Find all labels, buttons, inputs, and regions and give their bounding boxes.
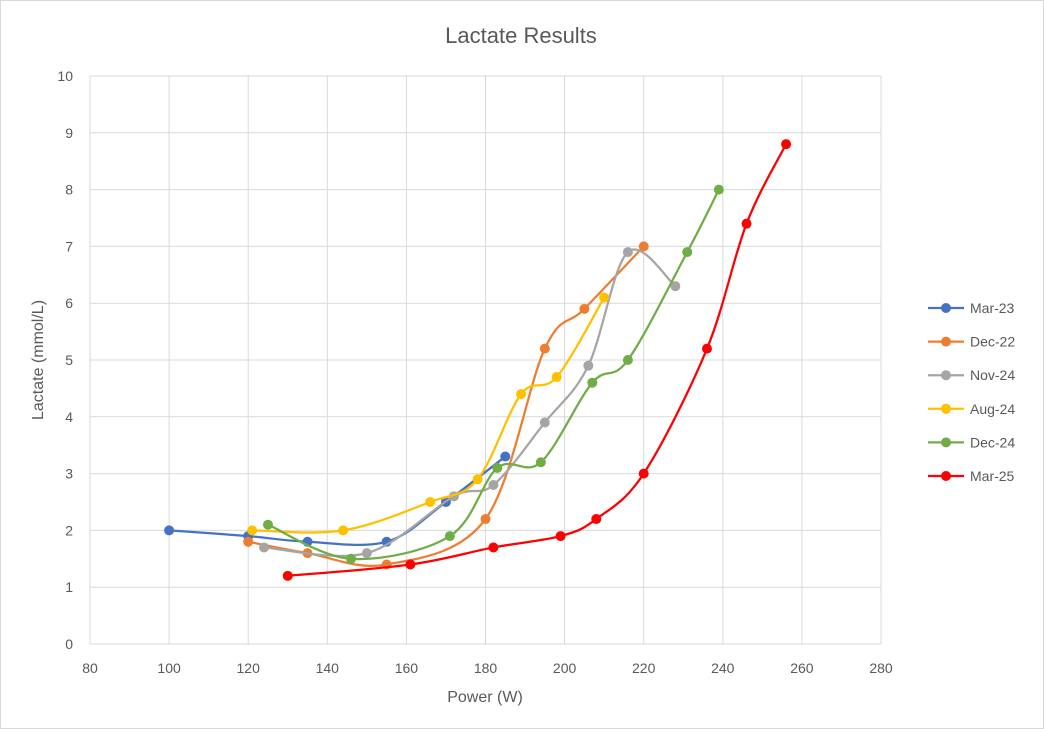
- series-dec-22: [243, 241, 649, 570]
- data-point-dec-22: [480, 514, 491, 525]
- data-point-aug-24: [338, 525, 349, 536]
- y-tick-label: 0: [65, 636, 73, 652]
- data-point-dec-24: [535, 457, 546, 468]
- legend-item-mar-23: Mar-23: [928, 300, 1015, 316]
- legend-item-dec-22: Dec-22: [928, 334, 1015, 350]
- x-tick-label: 180: [474, 660, 498, 676]
- legend-item-mar-25: Mar-25: [928, 468, 1015, 484]
- series-mar-23: [164, 451, 511, 547]
- series-line-nov-24: [262, 248, 677, 558]
- data-point-dec-22: [243, 536, 254, 547]
- x-tick-label: 120: [237, 660, 261, 676]
- legend: Mar-23 Dec-22 Nov-24 Aug-24 Dec-24 Mar-25: [928, 300, 1015, 484]
- legend-marker-mar-23: [941, 303, 951, 313]
- data-point-mar-23: [500, 451, 511, 462]
- y-tick-label: 3: [65, 466, 73, 482]
- legend-item-nov-24: Nov-24: [928, 367, 1015, 383]
- x-tick-label: 200: [553, 660, 577, 676]
- data-point-mar-25: [781, 139, 792, 150]
- legend-marker-dec-24: [941, 437, 951, 448]
- legend-marker-mar-25: [941, 471, 951, 481]
- data-point-nov-24: [670, 281, 681, 292]
- legend-label-nov-24: Nov-24: [970, 367, 1015, 383]
- x-tick-label: 100: [157, 660, 181, 676]
- legend-label-dec-22: Dec-22: [970, 334, 1015, 350]
- data-point-dec-24: [262, 519, 273, 530]
- data-point-mar-25: [638, 468, 649, 479]
- data-point-mar-25: [701, 343, 712, 354]
- x-tick-label: 240: [711, 660, 735, 676]
- data-point-mar-25: [591, 514, 602, 525]
- data-point-nov-24: [488, 479, 499, 490]
- y-tick-label: 8: [65, 182, 73, 198]
- y-tick-label: 5: [65, 352, 73, 368]
- series-line-mar-25: [286, 143, 788, 577]
- legend-label-dec-24: Dec-24: [970, 434, 1015, 450]
- x-tick-label: 80: [82, 660, 98, 676]
- data-point-aug-24: [516, 389, 527, 400]
- data-point-mar-25: [741, 218, 752, 229]
- y-tick-label: 9: [65, 125, 73, 141]
- data-point-dec-24: [682, 247, 693, 258]
- series-nov-24: [259, 247, 681, 559]
- legend-label-aug-24: Aug-24: [970, 401, 1015, 417]
- data-point-mar-23: [164, 525, 175, 536]
- data-point-aug-24: [472, 474, 483, 485]
- data-point-nov-24: [259, 542, 270, 553]
- data-point-mar-25: [282, 570, 293, 581]
- y-tick-label: 1: [65, 579, 73, 595]
- y-tick-label: 6: [65, 295, 73, 311]
- legend-marker-dec-22: [941, 336, 951, 347]
- x-tick-label: 280: [869, 660, 893, 676]
- data-point-dec-24: [444, 531, 455, 542]
- x-axis-title: Power (W): [447, 689, 523, 706]
- gridlines: [89, 75, 882, 645]
- axes: 80 100 120 140 160 180 200 220 240 260 280 0 1 2 3 4 5 6 7…: [57, 68, 892, 676]
- legend-label-mar-25: Mar-25: [970, 468, 1015, 484]
- data-point-nov-24: [622, 247, 633, 258]
- data-point-nov-24: [539, 417, 550, 428]
- data-point-nov-24: [361, 548, 372, 559]
- series-line-dec-22: [247, 245, 645, 567]
- data-point-mar-25: [488, 542, 499, 553]
- y-tick-label: 10: [57, 68, 73, 84]
- legend-label-mar-23: Mar-23: [970, 300, 1015, 316]
- data-point-aug-24: [551, 372, 562, 383]
- legend-marker-aug-24: [941, 403, 951, 414]
- data-point-dec-24: [587, 377, 598, 388]
- y-axis-title: Lactate (mmol/L): [30, 300, 47, 420]
- legend-item-dec-24: Dec-24: [928, 434, 1015, 450]
- series-group: [164, 139, 792, 581]
- data-point-dec-24: [492, 462, 503, 473]
- data-point-nov-24: [583, 360, 594, 371]
- data-point-dec-24: [713, 184, 724, 195]
- y-tick-label: 7: [65, 238, 73, 254]
- data-point-mar-25: [555, 531, 566, 542]
- series-dec-24: [262, 184, 724, 564]
- x-tick-label: 160: [395, 660, 419, 676]
- data-point-dec-24: [622, 355, 633, 365]
- data-point-dec-22: [638, 241, 649, 252]
- legend-item-aug-24: Aug-24: [928, 401, 1015, 417]
- series-mar-25: [282, 139, 792, 581]
- data-point-dec-22: [539, 343, 550, 354]
- data-point-dec-22: [579, 303, 590, 314]
- chart-title: Lactate Results: [445, 23, 597, 48]
- series-aug-24: [247, 292, 610, 536]
- data-point-dec-24: [346, 553, 357, 564]
- x-tick-label: 140: [316, 660, 340, 676]
- y-tick-label: 2: [65, 522, 73, 538]
- data-point-aug-24: [425, 497, 436, 507]
- x-tick-label: 220: [632, 660, 656, 676]
- data-point-aug-24: [247, 525, 258, 536]
- data-point-aug-24: [599, 292, 610, 303]
- legend-marker-nov-24: [941, 370, 951, 381]
- data-point-mar-25: [405, 559, 416, 570]
- x-tick-label: 260: [790, 660, 814, 676]
- y-tick-label: 4: [65, 409, 73, 425]
